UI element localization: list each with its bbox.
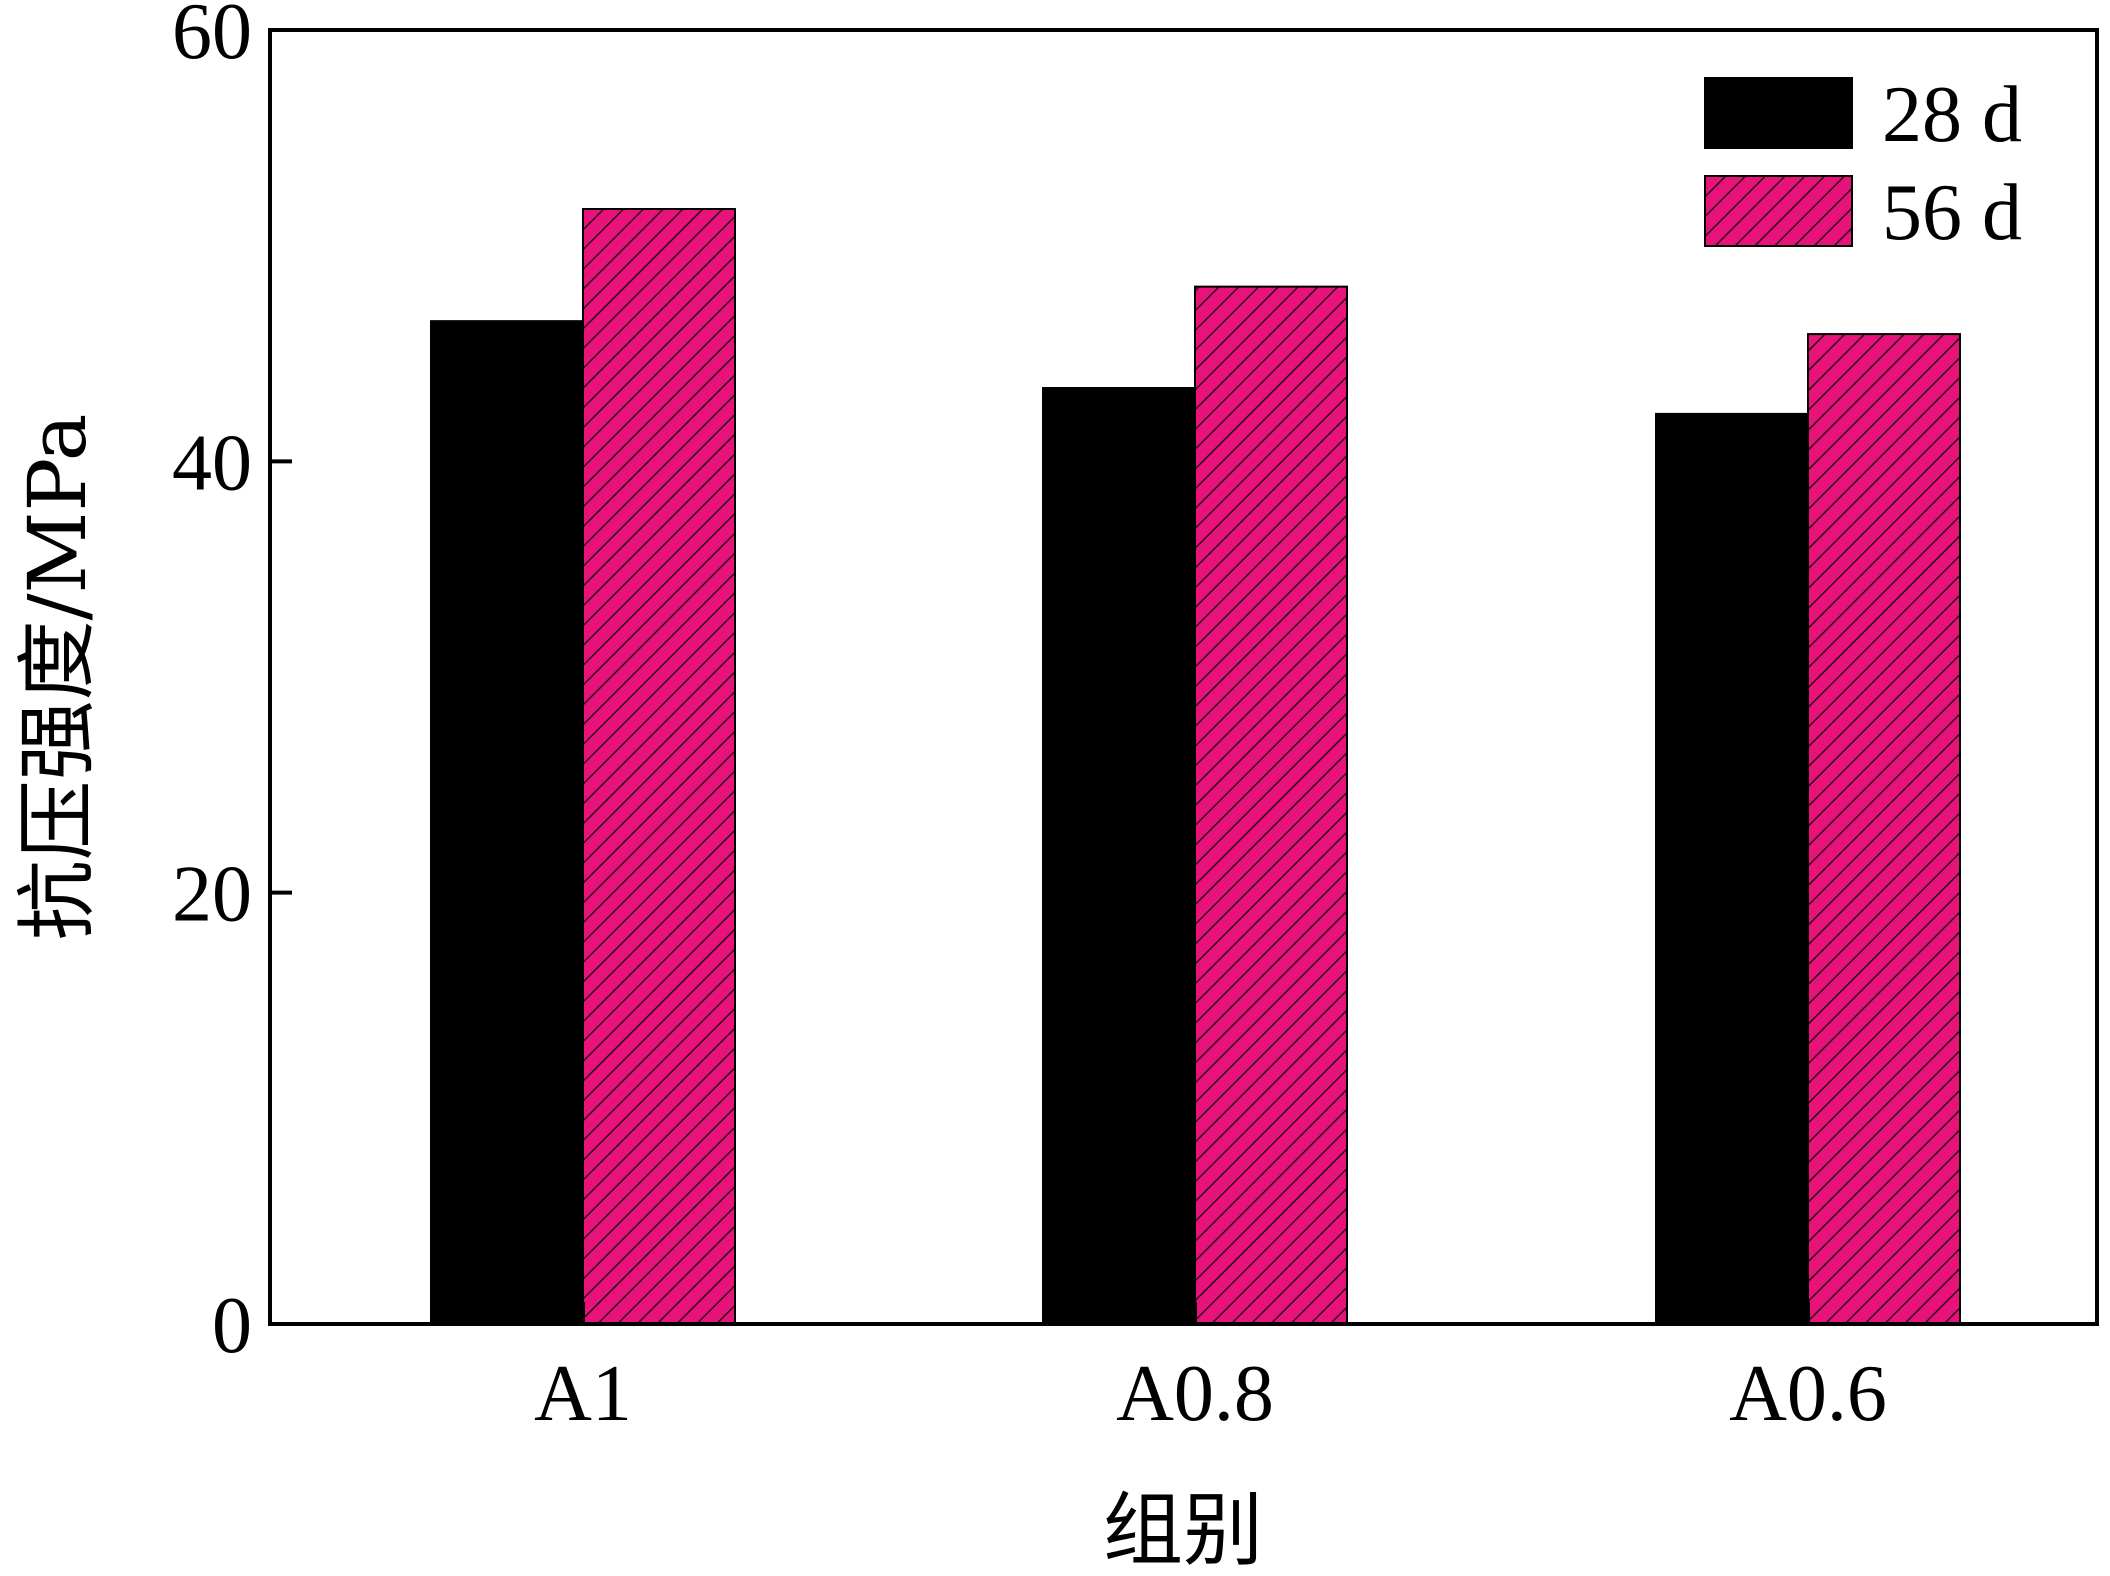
legend-swatch-56d: [1704, 175, 1853, 247]
legend-label-56d: 56 d: [1882, 169, 2022, 257]
bar-56d-a0-8: [1194, 285, 1348, 1326]
bar-56d-a0-6: [1807, 333, 1961, 1325]
legend-label-28d: 28 d: [1882, 71, 2022, 159]
bar-56d-a1: [582, 208, 736, 1326]
x-tick-label: A1: [534, 1350, 632, 1438]
bar-28d-a0-6: [1655, 412, 1809, 1325]
x-axis: A1 A0.8 A0.6: [534, 1302, 1887, 1438]
y-tick-label: 0: [212, 1282, 252, 1370]
bar-28d-a0-8: [1042, 387, 1196, 1325]
legend: 28 d 56 d: [1704, 71, 2022, 257]
bars-group: [430, 208, 1961, 1326]
y-tick-label: 60: [172, 0, 252, 76]
bar-28d-a1: [430, 320, 584, 1325]
legend-swatch-28d: [1704, 77, 1853, 149]
y-tick-label: 40: [172, 419, 252, 507]
y-tick-label: 20: [172, 851, 252, 939]
x-axis-title: 组别: [1103, 1484, 1263, 1576]
y-axis: 0 20 40 60: [172, 0, 292, 1370]
y-axis-title: 抗压强度/MPa: [11, 414, 104, 941]
x-tick-label: A0.8: [1116, 1350, 1274, 1438]
x-tick-label: A0.6: [1729, 1350, 1887, 1438]
plot-frame: [268, 28, 2099, 1326]
